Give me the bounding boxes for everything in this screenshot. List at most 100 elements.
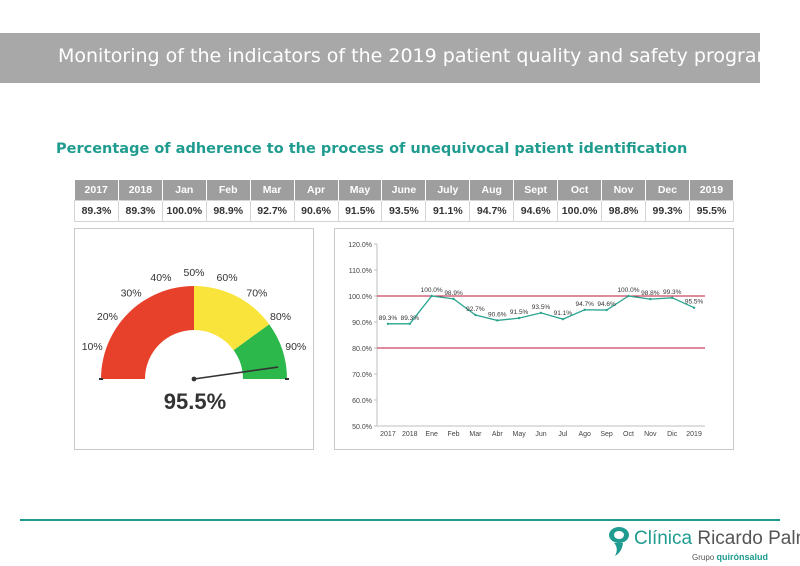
table-header-row: 2017 2018 Jan Feb Mar Apr May June July Aug Sept Oc… bbox=[74, 180, 735, 200]
gauge-value-label: 95.5% bbox=[163, 389, 227, 414]
table-value-cell: 91.5% bbox=[337, 199, 383, 222]
x-tick-label: Jun bbox=[535, 431, 546, 438]
y-tick-label: 110.0% bbox=[349, 268, 372, 275]
table-value-cell: 94.7% bbox=[469, 199, 515, 222]
gauge-chart: 10% 20%30% 40% 50% 60% 70%80% 90% bbox=[82, 267, 306, 382]
table-value-cell: 100.0% bbox=[557, 199, 603, 222]
table-value-cell: 90.6% bbox=[293, 199, 339, 222]
x-tick-label: Ene bbox=[425, 431, 438, 438]
gauge-tick-label: 40% bbox=[150, 272, 171, 284]
x-tick-label: 2018 bbox=[402, 431, 418, 438]
gauge-panel: 10% 20% 30% 40% 50% 60% 70% 80% 90% 95.5% bbox=[74, 228, 314, 450]
x-tick-label: Mar bbox=[469, 431, 482, 438]
table-header-cell: Feb bbox=[206, 180, 251, 200]
gauge-tick-label: 20% bbox=[97, 311, 118, 323]
x-tick-label: Abr bbox=[492, 431, 504, 438]
gauge-needle-hub bbox=[191, 376, 197, 382]
data-label: 89.3% bbox=[401, 315, 420, 322]
gauge-tick-label: 30% bbox=[121, 287, 142, 299]
x-tick-label: Oct bbox=[623, 431, 634, 438]
gauge-tick-label: 60% bbox=[217, 272, 238, 284]
table-value-cell: 92.7% bbox=[249, 199, 295, 222]
x-tick-label: Nov bbox=[644, 431, 657, 438]
series-point bbox=[605, 308, 608, 312]
data-label: 98.9% bbox=[444, 290, 463, 297]
table-header-cell: Apr bbox=[294, 180, 339, 200]
data-label: 95.5% bbox=[685, 299, 704, 306]
page-title: Monitoring of the indicators of the 2019… bbox=[58, 45, 775, 67]
data-label: 100.0% bbox=[421, 287, 443, 294]
logo-brand-part2: Ricardo Palma bbox=[697, 528, 800, 549]
series-point bbox=[386, 322, 390, 326]
series-point bbox=[517, 316, 521, 320]
x-tick-label: May bbox=[513, 431, 527, 438]
data-label: 98.8% bbox=[641, 290, 660, 297]
x-tick-label: 2019 bbox=[686, 431, 702, 438]
series-point bbox=[474, 313, 477, 317]
y-tick-label: 80.0% bbox=[352, 346, 372, 353]
table-header-cell: June bbox=[381, 180, 427, 200]
table-value-cell: 93.5% bbox=[381, 199, 427, 222]
gauge-tick-label: 80% bbox=[270, 311, 291, 323]
data-label: 91.5% bbox=[510, 309, 529, 316]
series-point bbox=[561, 317, 565, 321]
data-label: 92.7% bbox=[466, 306, 485, 313]
gauge-band bbox=[233, 324, 287, 379]
table-header-cell: 2019 bbox=[689, 180, 735, 200]
line-chart-panel: 50.0% 60.0% 70.0% 80.0% 90.0% 100.0% 110.0% 120… bbox=[334, 228, 734, 450]
data-label: 94.7% bbox=[576, 301, 595, 308]
x-tick-label: 2017 bbox=[380, 431, 396, 438]
table-value-cell: 98.8% bbox=[601, 199, 646, 222]
gauge-needle bbox=[193, 366, 279, 380]
table-value-cell: 98.9% bbox=[205, 199, 251, 222]
logo-brand-part1: Clínica bbox=[634, 528, 698, 549]
data-label: 93.5% bbox=[532, 304, 551, 311]
logo-symbol-icon bbox=[609, 527, 629, 556]
table-value-cell: 94.6% bbox=[513, 199, 559, 222]
gauge-tick-label: 90% bbox=[285, 341, 306, 353]
monthly-values-table: 2017 2018 Jan Feb Mar Apr May June July Aug Sept Oc… bbox=[74, 180, 735, 222]
y-tick-label: 70.0% bbox=[352, 372, 372, 379]
header-bar: Monitoring of the indicators of the 2019… bbox=[0, 33, 775, 83]
x-tick-label: Sep bbox=[600, 431, 613, 438]
y-tick-label: 60.0% bbox=[352, 398, 372, 405]
gauge-tick-label: 10% bbox=[82, 341, 103, 353]
table-header-cell: Dec bbox=[645, 180, 690, 200]
table-header-cell: Aug bbox=[469, 180, 515, 200]
series-point bbox=[627, 294, 630, 298]
gauge-band bbox=[101, 286, 194, 379]
clinic-logo: Clínica Ricardo Palma Grupo quirónsalud bbox=[606, 526, 800, 564]
x-tick-label: Jul bbox=[558, 431, 567, 438]
gauge-band bbox=[194, 286, 270, 351]
series-point bbox=[452, 297, 455, 301]
series-point bbox=[430, 294, 433, 298]
series-point bbox=[408, 322, 411, 326]
x-tick-label: Feb bbox=[448, 431, 460, 438]
gauge-tick-label: 50% bbox=[183, 267, 204, 279]
gauge-tick-label: 70% bbox=[246, 287, 267, 299]
logo-brand-name: Clínica Ricardo Palma bbox=[634, 528, 800, 550]
data-label: 100.0% bbox=[617, 287, 639, 294]
y-tick-label: 100.0% bbox=[348, 294, 372, 301]
table-header-cell: 2018 bbox=[118, 180, 163, 200]
series-point bbox=[539, 311, 543, 315]
data-label: 89.3% bbox=[379, 315, 398, 322]
table-header-cell: May bbox=[338, 180, 383, 200]
table-header-cell: Nov bbox=[601, 180, 646, 200]
y-tick-label: 90.0% bbox=[352, 320, 372, 327]
series-point bbox=[649, 297, 652, 301]
table-header-cell: Sept bbox=[513, 180, 559, 200]
logo-group: Grupo quirónsalud bbox=[692, 552, 768, 562]
logo-group-name: quirónsalud bbox=[716, 552, 768, 562]
x-tick-label: Ago bbox=[578, 431, 591, 438]
line-chart: 50.0% 60.0% 70.0% 80.0% 90.0% 100.0% 110.0% 120… bbox=[348, 242, 705, 438]
table-value-cell: 95.5% bbox=[688, 199, 735, 222]
indicator-subtitle: Percentage of adherence to the process o… bbox=[56, 141, 688, 157]
footer-divider bbox=[20, 519, 780, 521]
series-point bbox=[692, 306, 696, 309]
data-label: 91.1% bbox=[554, 310, 573, 317]
series-point bbox=[583, 308, 586, 311]
table-value-cell: 89.3% bbox=[74, 199, 119, 222]
table-value-cell: 100.0% bbox=[161, 199, 207, 222]
table-header-cell: Jan bbox=[162, 180, 207, 200]
